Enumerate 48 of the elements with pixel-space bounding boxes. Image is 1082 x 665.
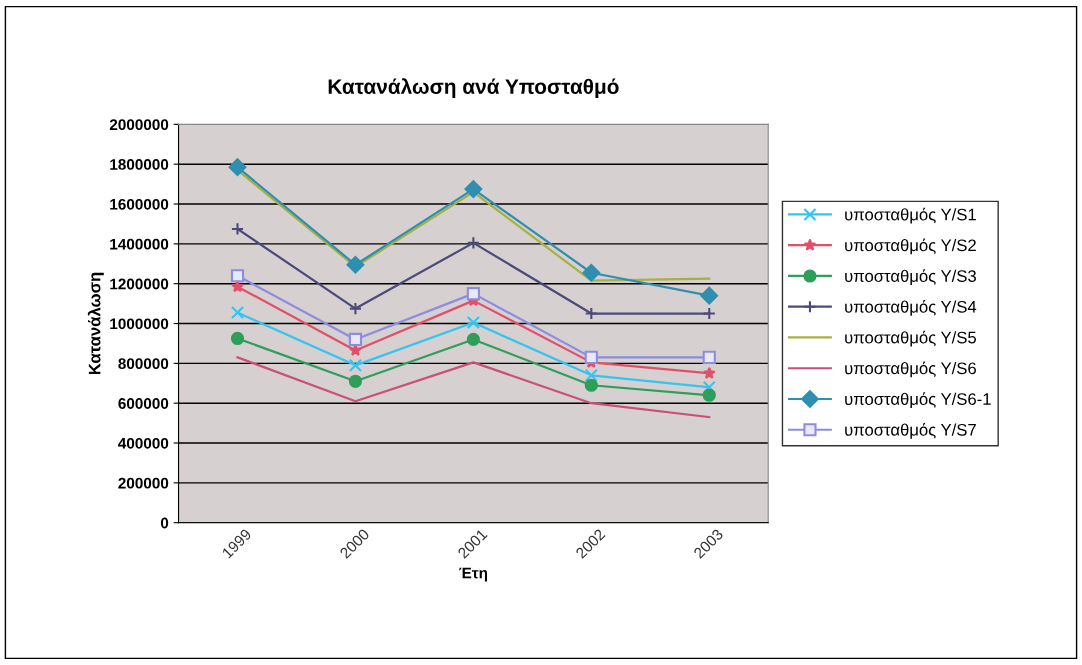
- point: [702, 350, 716, 364]
- point: [584, 350, 598, 364]
- legend-label: υποσταθμός Y/S2: [845, 238, 976, 255]
- y-tick-label: 1200000: [110, 278, 169, 290]
- chart-title: Κατανάλωση ανά Υποσταθμό: [328, 78, 619, 99]
- line-series: [236, 356, 711, 419]
- point: [466, 287, 480, 301]
- point: [584, 378, 598, 392]
- legend-label: υποσταθμός Y/S6-1: [845, 392, 991, 409]
- y-tick-label: 800000: [118, 358, 169, 370]
- legend-label: υποσταθμός Y/S7: [845, 423, 976, 439]
- point: [230, 269, 245, 283]
- point: [348, 301, 363, 316]
- point: [702, 366, 716, 379]
- y-tick-label: 200000: [118, 477, 169, 489]
- point: [228, 158, 247, 177]
- legend-label: υποσταθμός Y/S4: [845, 300, 977, 316]
- y-axis-title: Κατανάλωση: [87, 272, 104, 375]
- legend-label: υποσταθμός Y/S5: [845, 330, 976, 347]
- point: [346, 255, 365, 274]
- x-axis-title: Έτη: [459, 567, 488, 582]
- point: [466, 332, 480, 347]
- y-tick-label: 1800000: [110, 159, 169, 170]
- legend-label: υποσταθμός Y/S6: [845, 361, 976, 378]
- point: [348, 358, 363, 372]
- legend-label: υποσταθμός Y/S3: [845, 269, 976, 286]
- point: [466, 315, 480, 330]
- y-tick-label: 2000000: [109, 119, 169, 131]
- y-tick-label: 1000000: [110, 318, 169, 330]
- point: [466, 236, 480, 250]
- point: [584, 368, 598, 382]
- point: [582, 263, 601, 282]
- point: [464, 180, 483, 198]
- point: [230, 305, 245, 320]
- point: [700, 286, 719, 305]
- y-tick-label: 0: [160, 517, 169, 529]
- y-tick-label: 1400000: [110, 238, 169, 250]
- point: [702, 306, 716, 321]
- y-tick-label: 400000: [118, 437, 169, 449]
- point: [348, 374, 363, 388]
- point: [230, 222, 245, 236]
- legend-label: υποσταθμός Y/S1: [845, 207, 976, 224]
- point: [230, 331, 245, 346]
- point: [702, 388, 716, 402]
- y-tick-label: 600000: [118, 398, 169, 409]
- y-tick-label: 1600000: [110, 198, 169, 210]
- point: [348, 332, 363, 347]
- point: [584, 306, 598, 321]
